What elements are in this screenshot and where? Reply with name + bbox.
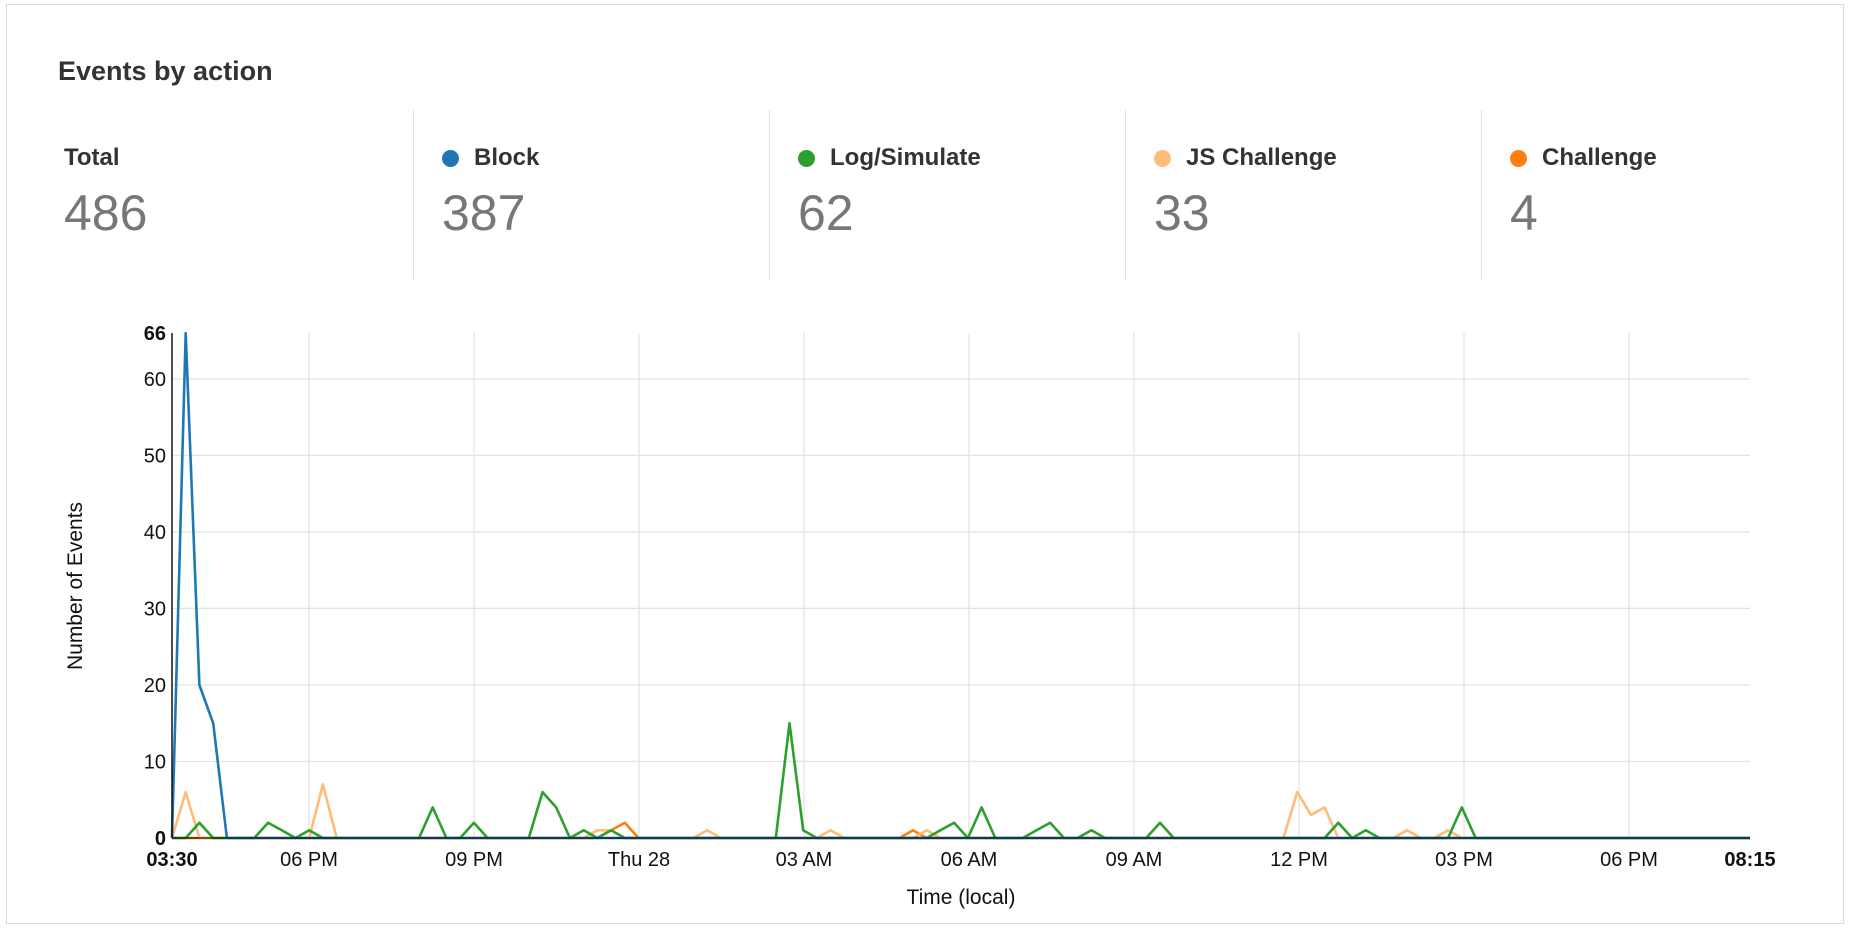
y-tick-label: 66 xyxy=(144,323,166,345)
y-tick-label: 30 xyxy=(144,598,166,620)
stat-label: Block xyxy=(474,144,540,171)
y-tick-label: 40 xyxy=(144,522,166,544)
stat-value: 62 xyxy=(798,185,854,241)
stat-value: 486 xyxy=(64,185,148,241)
x-tick-label: 06 PM xyxy=(1600,849,1658,871)
x-tick-label: 12 PM xyxy=(1270,849,1328,871)
y-tick-label: 60 xyxy=(144,369,166,391)
y-axis-title: Number of Events xyxy=(64,502,87,670)
chart-grid xyxy=(172,333,1750,838)
series-line-log-simulate xyxy=(172,721,1750,840)
stat-challenge[interactable]: Challenge 4 xyxy=(1482,110,1838,280)
x-tick-label: 03 PM xyxy=(1435,849,1493,871)
stat-js-challenge[interactable]: JS Challenge 33 xyxy=(1126,110,1482,280)
chart-series xyxy=(170,331,1750,840)
series-line-block xyxy=(170,331,1750,840)
legend-dot-icon xyxy=(1510,149,1527,167)
y-tick-label: 10 xyxy=(144,751,166,773)
stat-block[interactable]: Block 387 xyxy=(414,110,770,280)
legend-dot-icon xyxy=(798,149,815,167)
x-tick-label: 06 PM xyxy=(280,849,338,871)
stat-value: 387 xyxy=(442,185,526,241)
x-tick-label: 09 PM xyxy=(445,849,503,871)
x-tick-label: 09 AM xyxy=(1106,849,1163,871)
events-by-action-card xyxy=(6,4,1844,924)
stat-label: Log/Simulate xyxy=(830,144,981,171)
card-title: Events by action xyxy=(58,56,273,86)
x-tick-label: 08:15 xyxy=(1724,849,1775,871)
y-tick-label: 50 xyxy=(144,445,166,467)
legend-dot-icon xyxy=(1154,149,1171,167)
stat-label: Total xyxy=(64,144,120,171)
legend-dot-icon xyxy=(442,149,459,167)
stat-log-simulate[interactable]: Log/Simulate 62 xyxy=(770,110,1126,280)
x-tick-label: 03 AM xyxy=(776,849,833,871)
stats-row: Total 486 Block 387 Log/Simulate 62 JS C… xyxy=(58,110,1838,280)
x-axis-title: Time (local) xyxy=(907,886,1016,909)
stat-value: 4 xyxy=(1510,185,1538,241)
x-tick-label: 03:30 xyxy=(146,849,197,871)
x-tick-label: 06 AM xyxy=(941,849,998,871)
stat-label: JS Challenge xyxy=(1186,144,1337,171)
y-tick-label: 0 xyxy=(155,828,166,850)
x-tick-label: Thu 28 xyxy=(608,849,670,871)
y-tick-label: 20 xyxy=(144,675,166,697)
chart-axes: 0 10 20 30 40 50 60 66 03:30 06 PM 09 PM Thu 28 03 A… xyxy=(144,323,1776,871)
stat-value: 33 xyxy=(1154,185,1210,241)
stat-total: Total 486 xyxy=(58,110,414,280)
stat-label: Challenge xyxy=(1542,144,1657,171)
